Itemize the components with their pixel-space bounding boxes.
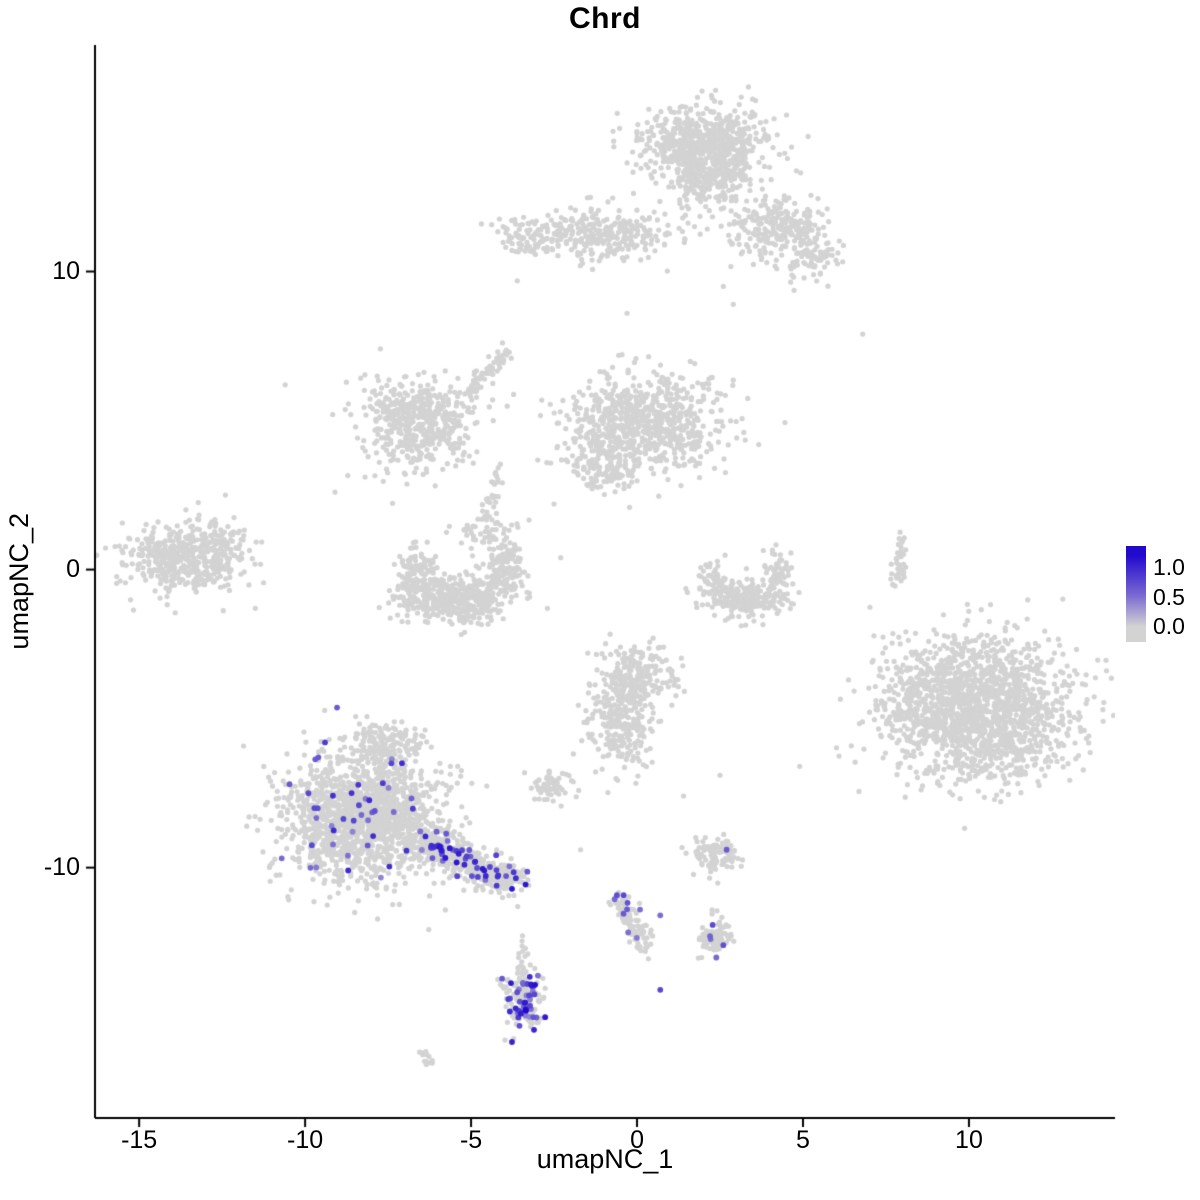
x-tick-label: 5 — [796, 1126, 810, 1154]
y-tick-label: 10 — [52, 256, 80, 285]
y-tick-label: 0 — [66, 554, 80, 583]
y-tick-label: -10 — [43, 852, 80, 881]
legend-tick-label: 0.0 — [1153, 612, 1185, 639]
x-axis-title: umapNC_1 — [536, 1144, 674, 1174]
x-tick-label: -5 — [459, 1126, 483, 1154]
x-tick-label: 10 — [955, 1126, 983, 1154]
x-tick-label: -15 — [121, 1126, 158, 1154]
x-tick-label: 0 — [630, 1126, 644, 1154]
legend-colorbar: 1.0 0.5 0.0 — [1126, 546, 1200, 642]
legend-gradient-bar — [1126, 546, 1146, 642]
legend-tick-label: 1.0 — [1153, 554, 1185, 581]
legend-tick-label: 0.5 — [1153, 583, 1185, 610]
x-tick-label: -10 — [287, 1126, 324, 1154]
plot-title: Chrd — [569, 2, 641, 35]
